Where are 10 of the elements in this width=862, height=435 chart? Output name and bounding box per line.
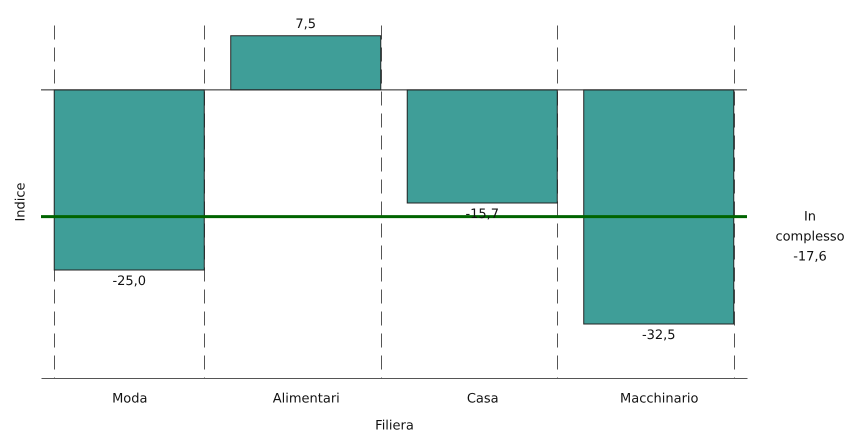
data-label: -32,5 [642,328,676,343]
x-axis-title: Filiera [375,418,414,434]
x-tick-label: Casa [466,392,499,406]
data-label: 7,5 [295,16,316,32]
ref-line-label: In complesso -17,6 [775,210,845,265]
y-axis-title: Indice [14,182,28,222]
data-label: -25,0 [112,274,146,289]
x-tick-label: Macchinario [620,392,699,406]
x-tick-label: Alimentari [272,392,340,406]
x-tick-label: Moda [112,392,148,406]
